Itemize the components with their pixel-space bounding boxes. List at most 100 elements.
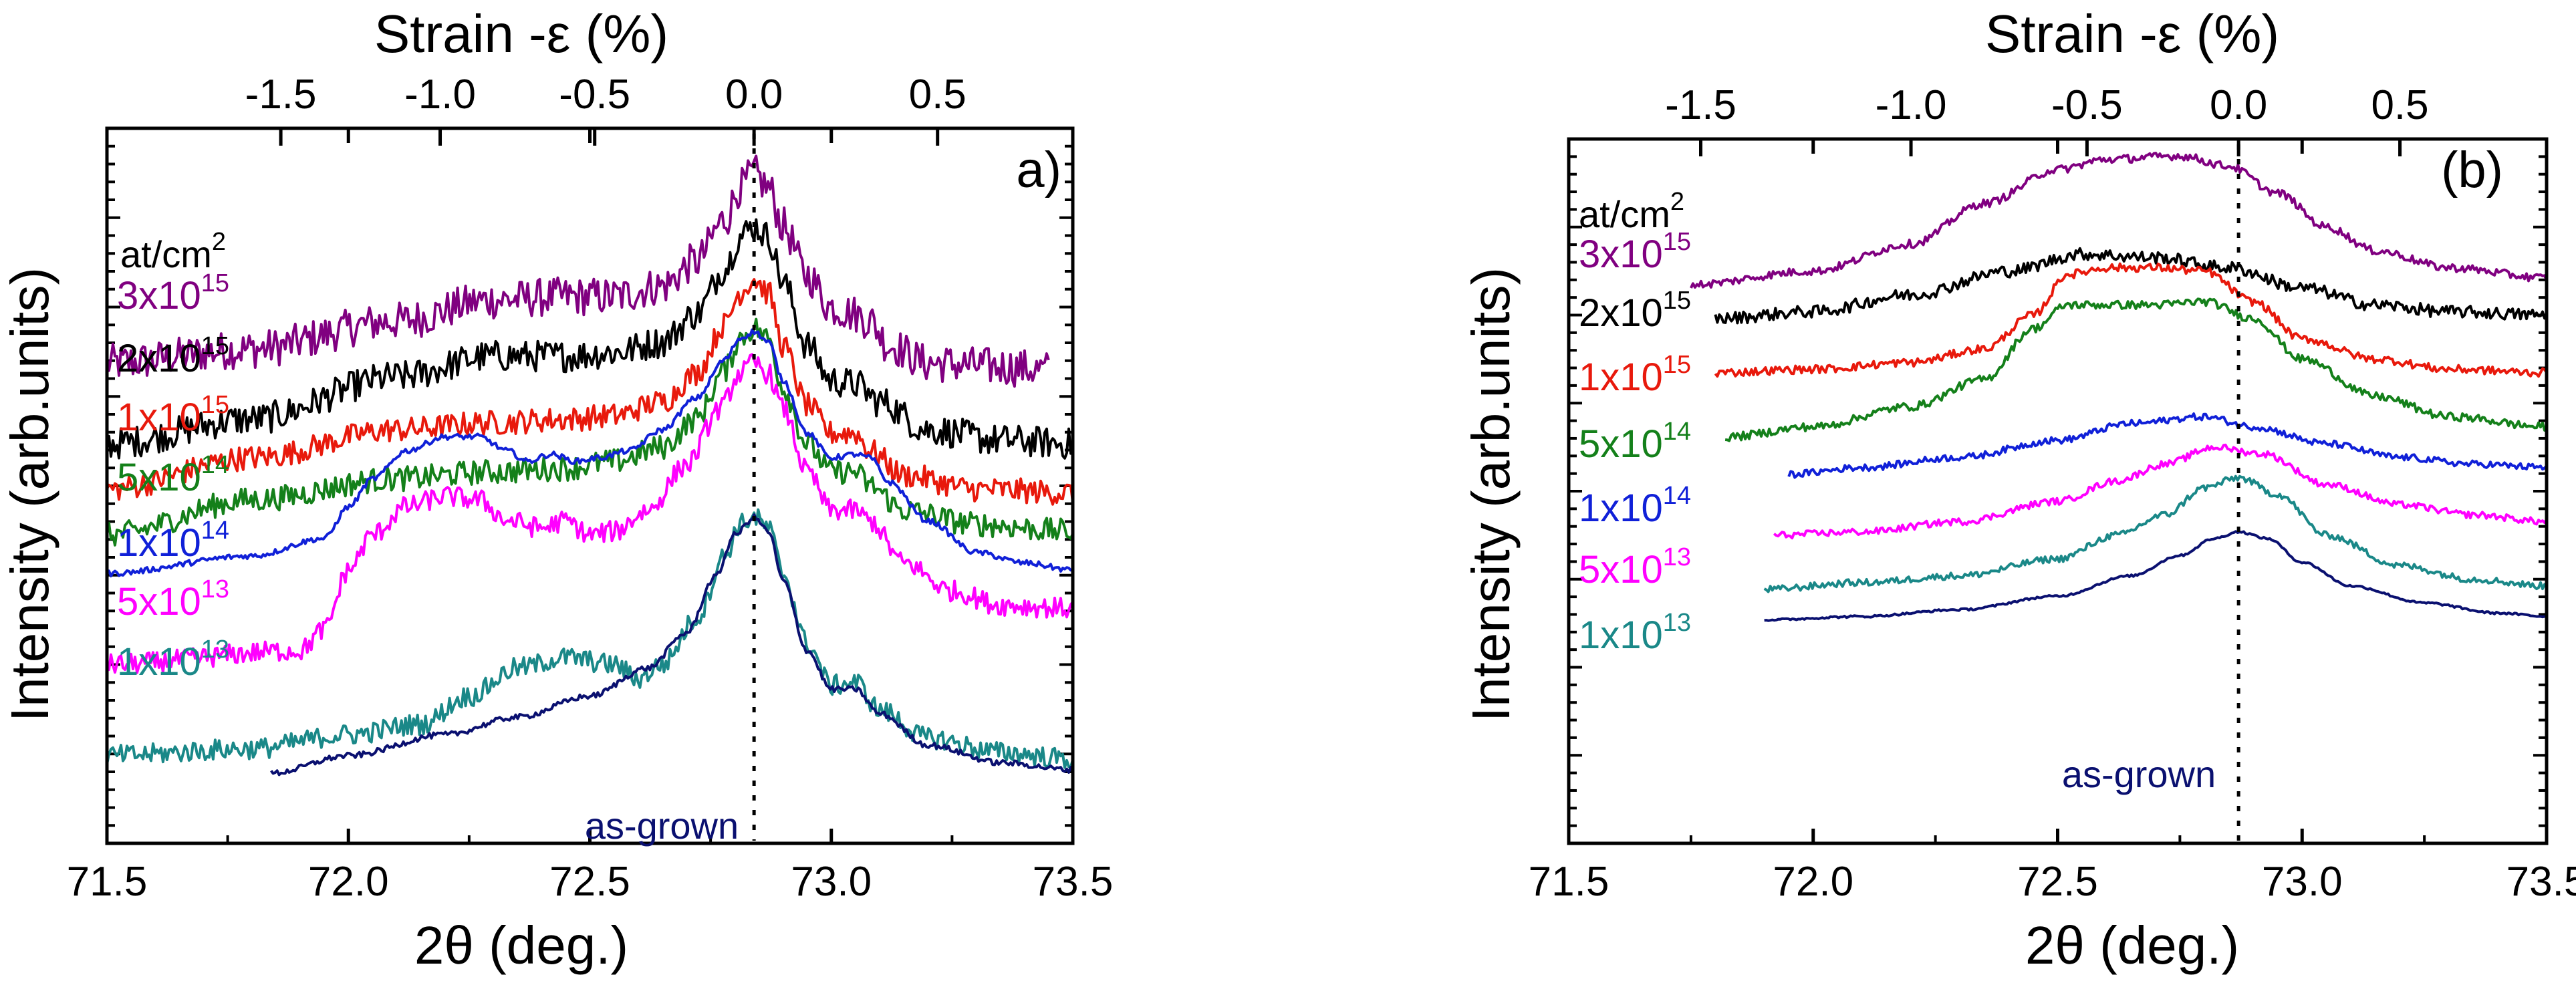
- series-label: 2x1015: [117, 332, 229, 380]
- series-label: 5x1013: [1579, 543, 1691, 591]
- bottom-tick-label: 72.0: [1773, 859, 1853, 905]
- top-tick-label: -1.0: [404, 72, 476, 118]
- panel-b-unit-text: at/cm: [1579, 193, 1670, 235]
- series-label-base: 2x10: [117, 337, 201, 380]
- series-line-3x10e15: [1690, 152, 2548, 289]
- series-label-exponent: 13: [1663, 543, 1691, 571]
- series-line-5x10e13: [1773, 443, 2548, 540]
- panel-b-label: (b): [2441, 142, 2503, 198]
- panel-a-label: a): [1016, 142, 1061, 198]
- series-line-2x10e15: [106, 218, 1074, 460]
- series-label: 5x1014: [1579, 418, 1691, 466]
- series-line-1x10e13: [1763, 474, 2548, 593]
- series-label: 1x1014: [117, 517, 229, 565]
- bottom-tick-label: 72.5: [549, 859, 630, 905]
- series-label-base: 5x10: [117, 580, 201, 623]
- panel-a-unit-header: at/cm2: [120, 228, 226, 275]
- series-label-base: 3x10: [117, 274, 201, 317]
- series-label-exponent: 15: [1663, 351, 1691, 379]
- panel-b-y-axis-title: Intensity (arb.units): [1461, 267, 1521, 722]
- series-label-exponent: 14: [201, 451, 229, 479]
- series-label-exponent: 15: [201, 332, 229, 360]
- series-label-exponent: 14: [1663, 418, 1691, 446]
- series-label-base: 5x10: [117, 456, 201, 499]
- panel-b-unit-sup: 2: [1670, 188, 1684, 216]
- series-line-1x10e15: [1714, 262, 2548, 378]
- bottom-tick-label: 71.5: [1529, 859, 1609, 905]
- series-label-exponent: 13: [201, 575, 229, 603]
- panel-a-tick-labels: 71.5 72.0 72.5 73.0 73.5 -1.5 -1.0 -0.5 0.0 0.5: [67, 72, 1114, 905]
- series-label: 5x1013: [117, 575, 229, 623]
- panel-b-ticks: [1567, 139, 2549, 843]
- series-line-as-grown: [270, 513, 1074, 777]
- series-label: 1x1014: [1579, 482, 1691, 530]
- bottom-tick-label: 73.0: [2262, 859, 2343, 905]
- series-label-base: 1x10: [1579, 486, 1663, 530]
- series-label-exponent: 15: [1663, 287, 1691, 315]
- series-line-1x10e14: [106, 328, 1073, 577]
- series-label: 2x1015: [1579, 287, 1691, 335]
- series-line-1x10e15: [106, 278, 1074, 506]
- series-label-base: 5x10: [1579, 422, 1663, 466]
- series-line-as-grown: [1764, 530, 2547, 622]
- panel-a: Strain -ε (%) 2θ (deg.) Intensity (arb.u…: [0, 4, 1113, 975]
- series-label-base: 1x10: [1579, 356, 1663, 399]
- bottom-tick-label: 71.5: [67, 859, 148, 905]
- series-label-base: 1x10: [1579, 613, 1663, 657]
- panel-a-x-axis-title: 2θ (deg.): [414, 916, 628, 975]
- series-label-exponent: 13: [1663, 609, 1691, 637]
- series-line-5x10e13: [106, 353, 1074, 674]
- series-label: 1x1013: [1579, 609, 1691, 657]
- bottom-tick-label: 73.5: [2506, 859, 2576, 905]
- top-tick-label: 0.0: [725, 72, 783, 118]
- series-label-base: 5x10: [1579, 548, 1663, 591]
- series-line-5x10e14: [1724, 297, 2548, 442]
- panel-a-lines: [106, 154, 1074, 777]
- series-label: 1x1015: [1579, 351, 1691, 399]
- panel-b-plot-area: 71.5 72.0 72.5 73.0 73.5 -1.5 -1.0 -0.5 0.0 0.5 3…: [1529, 82, 2576, 905]
- series-label-base: 1x10: [117, 521, 201, 565]
- top-tick-label: -1.5: [1665, 82, 1736, 128]
- series-label: 1x1013: [117, 636, 229, 684]
- panel-b-unit-header: at/cm2: [1579, 188, 1684, 235]
- top-tick-label: -1.0: [1876, 82, 1947, 128]
- series-label-exponent: 15: [1663, 228, 1691, 256]
- panel-a-frame: [105, 126, 1075, 845]
- panel-b-x-axis-title: 2θ (deg.): [2025, 916, 2239, 975]
- series-label: 3x1015: [117, 269, 229, 317]
- top-tick-label: 0.5: [2371, 82, 2428, 128]
- series-line-1x10e14: [1787, 412, 2548, 479]
- series-label-exponent: 15: [201, 391, 229, 419]
- series-line-2x10e15: [1714, 247, 2548, 325]
- panel-b-baseline-label: as-grown: [2062, 753, 2216, 795]
- series-label-base: 1x10: [117, 640, 201, 684]
- top-tick-label: -0.5: [559, 72, 630, 118]
- series-label-exponent: 14: [1663, 482, 1691, 510]
- panel-b-tick-labels: 71.5 72.0 72.5 73.0 73.5 -1.5 -1.0 -0.5 0.0 0.5: [1529, 82, 2576, 905]
- bottom-tick-label: 73.0: [791, 859, 872, 905]
- series-line-3x10e15: [106, 154, 1050, 388]
- top-tick-label: 0.5: [909, 72, 967, 118]
- panel-a-baseline-label: as-grown: [585, 805, 739, 847]
- panel-b-top-axis-title: Strain -ε (%): [1985, 4, 2279, 63]
- panel-b-lines: [1690, 152, 2548, 622]
- bottom-tick-label: 72.5: [2017, 859, 2098, 905]
- panel-b-labels: 3x10152x10151x10155x10141x10145x10131x10…: [1579, 228, 1691, 657]
- panel-a-unit-text: at/cm: [120, 233, 212, 275]
- series-label-exponent: 14: [201, 517, 229, 545]
- series-label: 3x1015: [1579, 228, 1691, 276]
- series-label-exponent: 15: [201, 269, 229, 297]
- series-label-base: 1x10: [117, 396, 201, 439]
- series-label-base: 2x10: [1579, 291, 1663, 335]
- panel-b: Strain -ε (%) 2θ (deg.) Intensity (arb.u…: [1461, 4, 2576, 975]
- series-label: 1x1015: [117, 391, 229, 439]
- panel-a-unit-sup: 2: [212, 228, 226, 256]
- top-tick-label: -1.5: [245, 72, 317, 118]
- bottom-tick-label: 72.0: [308, 859, 389, 905]
- top-tick-label: -0.5: [2051, 82, 2123, 128]
- series-label-base: 3x10: [1579, 233, 1663, 276]
- panel-b-frame: [1567, 137, 2549, 845]
- top-tick-label: 0.0: [2210, 82, 2267, 128]
- series-label: 5x1014: [117, 451, 229, 499]
- panel-a-y-axis-title: Intensity (arb.units): [0, 267, 59, 722]
